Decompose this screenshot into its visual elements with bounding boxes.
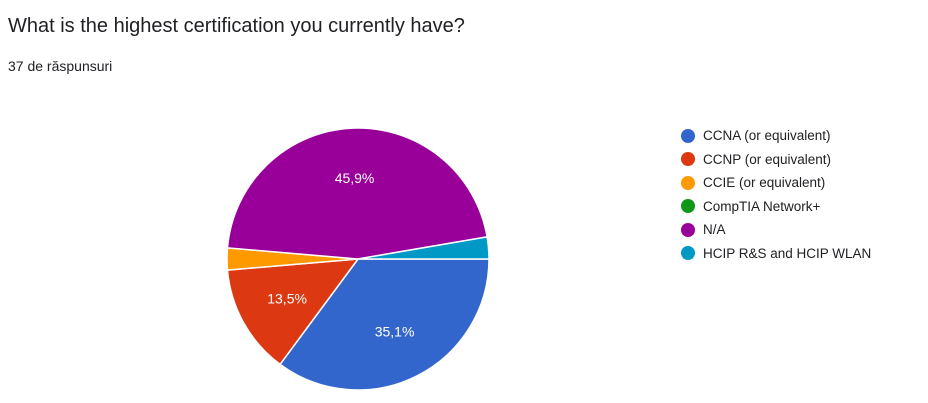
question-title: What is the highest certification you cu… bbox=[8, 15, 465, 37]
legend-swatch bbox=[681, 152, 695, 167]
pie-slice-5 bbox=[357, 235, 490, 260]
pie-slice-1 bbox=[226, 258, 360, 366]
legend-swatch bbox=[681, 128, 695, 143]
legend-swatch bbox=[681, 199, 695, 214]
legend-item: CCIE (or equivalent) bbox=[681, 171, 871, 195]
pie-slice-4 bbox=[226, 127, 488, 260]
legend-label: CompTIA Network+ bbox=[703, 198, 821, 214]
legend-item: CCNA (or equivalent) bbox=[681, 124, 871, 148]
legend-item: N/A bbox=[681, 218, 871, 242]
slice-label-4: 45,9% bbox=[335, 170, 375, 186]
slice-label-0: 35,1% bbox=[375, 324, 415, 340]
legend-item: HCIP R&S and HCIP WLAN bbox=[681, 242, 871, 266]
legend-item: CompTIA Network+ bbox=[681, 195, 871, 219]
legend-label: N/A bbox=[703, 222, 726, 238]
legend-swatch bbox=[681, 175, 695, 190]
legend-label: CCNP (or equivalent) bbox=[703, 151, 832, 167]
legend-label: CCIE (or equivalent) bbox=[703, 175, 826, 191]
response-count: 37 de răspunsuri bbox=[8, 58, 113, 74]
legend-swatch bbox=[681, 246, 695, 261]
slice-label-1: 13,5% bbox=[267, 291, 307, 307]
chart-legend: CCNA (or equivalent) CCNP (or equivalent)… bbox=[681, 124, 871, 265]
pie-slice-0 bbox=[279, 258, 490, 391]
legend-item: CCNP (or equivalent) bbox=[681, 148, 871, 172]
legend-label: HCIP R&S and HCIP WLAN bbox=[703, 245, 872, 261]
legend-swatch bbox=[681, 222, 695, 237]
legend-label: CCNA (or equivalent) bbox=[703, 128, 831, 144]
